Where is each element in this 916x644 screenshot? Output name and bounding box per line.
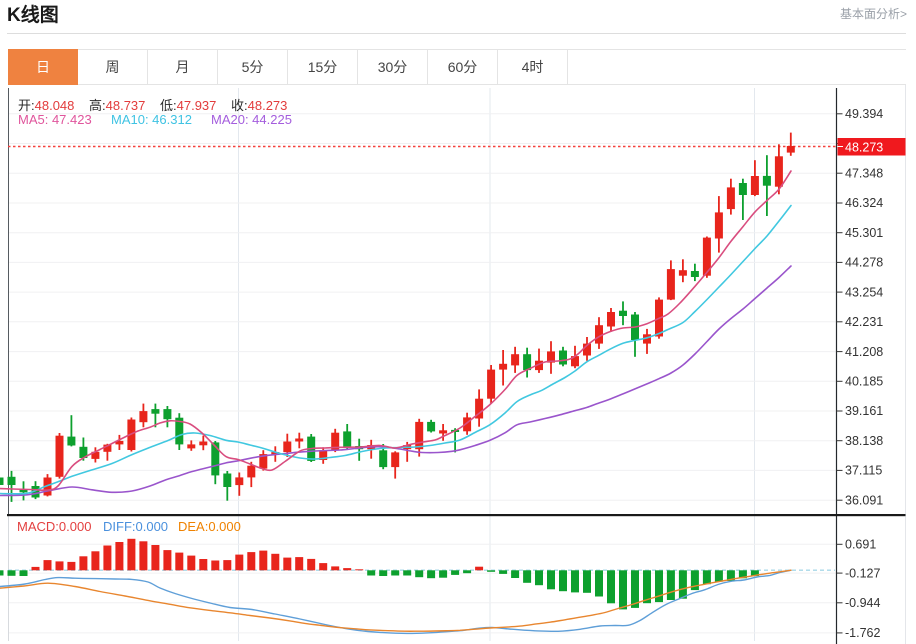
- svg-text:DEA:0.000: DEA:0.000: [178, 519, 241, 534]
- svg-text:0.691: 0.691: [845, 538, 876, 552]
- svg-text:49.394: 49.394: [845, 107, 883, 121]
- svg-text:37.115: 37.115: [845, 464, 882, 478]
- svg-text:43.254: 43.254: [845, 285, 883, 299]
- svg-text:MACD:0.000: MACD:0.000: [17, 519, 91, 534]
- svg-text:46.324: 46.324: [845, 196, 883, 210]
- svg-text:44.278: 44.278: [845, 256, 883, 270]
- svg-text:40.185: 40.185: [845, 375, 883, 389]
- svg-text:-0.944: -0.944: [845, 596, 880, 610]
- svg-text:41.208: 41.208: [845, 345, 883, 359]
- svg-text:39.161: 39.161: [845, 404, 883, 418]
- svg-text:36.091: 36.091: [845, 493, 883, 507]
- svg-text:42.231: 42.231: [845, 315, 883, 329]
- svg-text:48.273: 48.273: [845, 140, 883, 154]
- svg-text:47.348: 47.348: [845, 166, 883, 180]
- svg-text:-0.127: -0.127: [845, 566, 880, 580]
- svg-text:38.138: 38.138: [845, 434, 883, 448]
- svg-text:-1.762: -1.762: [845, 626, 880, 640]
- svg-text:DIFF:0.000: DIFF:0.000: [103, 519, 168, 534]
- svg-text:45.301: 45.301: [845, 226, 883, 240]
